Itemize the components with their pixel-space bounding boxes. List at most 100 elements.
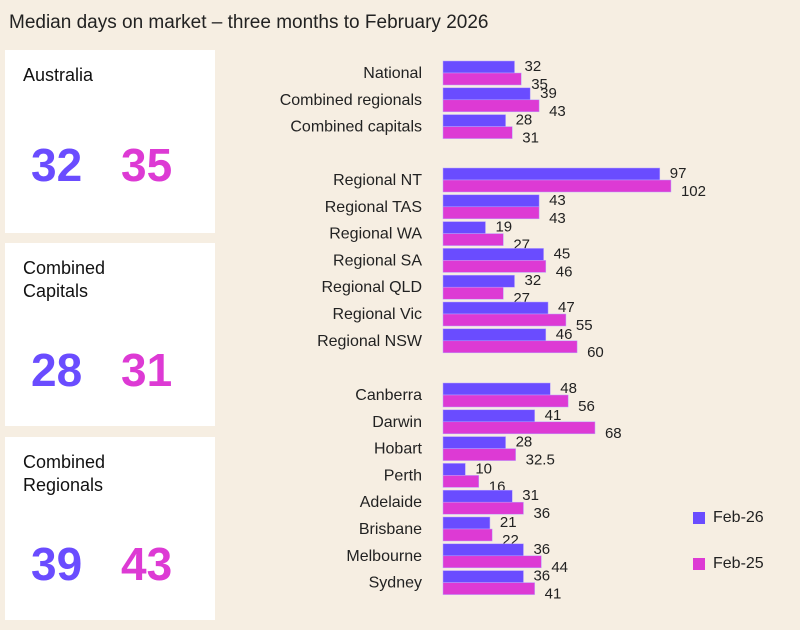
data-label: 56: [578, 398, 595, 415]
data-label: 32: [525, 272, 542, 289]
bar-feb26: [442, 463, 466, 476]
data-label: 46: [556, 326, 573, 343]
data-label: 28: [516, 434, 533, 451]
data-label: 36: [533, 505, 550, 522]
bar-feb26: [442, 328, 547, 342]
bar-feb26: [442, 274, 515, 288]
data-label: 39: [540, 85, 557, 102]
card-value-feb26: 28: [31, 344, 83, 396]
bar-feb26: [442, 436, 506, 449]
data-label: 32: [525, 58, 542, 75]
data-label: 60: [587, 344, 604, 361]
category-label: Regional NSW: [317, 333, 423, 350]
card-label: Australia: [23, 65, 94, 85]
bar-feb26: [442, 87, 531, 101]
bar-feb26: [442, 570, 524, 583]
bar-feb26: [442, 221, 486, 234]
bar-feb25: [442, 528, 493, 542]
card-value-feb26: 39: [31, 538, 83, 590]
category-label: Melbourne: [346, 548, 422, 565]
category-label: National: [363, 65, 422, 82]
card-label: Combined Capitals: [23, 258, 106, 301]
bar-feb26: [442, 248, 544, 261]
legend-item-feb26: Feb-26: [693, 509, 764, 527]
category-label: Regional TAS: [325, 199, 422, 216]
category-label: Perth: [384, 467, 422, 484]
category-label: Regional NT: [333, 172, 422, 189]
data-label: 46: [556, 263, 573, 280]
bar-feb25: [442, 448, 516, 461]
category-label: Regional WA: [329, 226, 422, 243]
data-label: 68: [605, 425, 622, 442]
category-label: Combined regionals: [280, 92, 422, 109]
summary-card-australia: Australia 32 35: [5, 50, 215, 233]
bar-feb25: [442, 72, 522, 86]
bar-feb25: [442, 340, 578, 354]
data-label: 97: [670, 165, 687, 182]
legend-label: Feb-25: [713, 555, 764, 572]
data-label: 36: [533, 541, 550, 558]
data-label: 32.5: [526, 452, 555, 469]
category-label: Sydney: [369, 575, 422, 592]
bar-feb26: [442, 301, 549, 315]
category-label: Brisbane: [359, 521, 422, 538]
card-value-feb26: 32: [31, 139, 83, 191]
card-value-feb25: 43: [121, 538, 173, 590]
category-label: Adelaide: [360, 494, 422, 511]
category-label: Regional QLD: [322, 279, 423, 296]
summary-card-combined-capitals: Combined Capitals 28 31: [5, 243, 215, 426]
category-label: Darwin: [372, 414, 422, 431]
bar-feb25: [442, 99, 540, 113]
data-label: 43: [549, 192, 566, 209]
category-label: Hobart: [374, 441, 423, 458]
bar-feb26: [442, 114, 506, 127]
bar-feb25: [442, 126, 513, 139]
category-label: Combined capitals: [290, 119, 422, 136]
data-label: 41: [545, 586, 562, 603]
card-value-feb25: 35: [121, 139, 173, 191]
data-label: 19: [495, 219, 512, 236]
data-label: 43: [549, 103, 566, 120]
bar-feb25: [442, 206, 540, 220]
bar-feb25: [442, 260, 547, 273]
data-label: 35: [531, 76, 548, 93]
bar-feb25: [442, 394, 569, 408]
bar-feb25: [442, 555, 542, 569]
bar-feb26: [442, 60, 515, 74]
bar-feb26: [442, 382, 551, 396]
summary-card-combined-regionals: Combined Regionals 39 43: [5, 437, 215, 620]
data-label: 31: [522, 487, 539, 504]
bar-feb25: [442, 313, 567, 327]
category-label: Regional Vic: [332, 306, 422, 323]
category-label: Regional SA: [333, 252, 422, 269]
bar-feb25: [442, 233, 504, 246]
bar-feb25: [442, 421, 596, 435]
data-label: 10: [475, 460, 492, 477]
bar-feb26: [442, 167, 661, 181]
data-label: 48: [560, 380, 577, 397]
bar-feb26: [442, 516, 491, 530]
data-label: 41: [545, 407, 562, 424]
bar-feb26: [442, 409, 535, 423]
chart-title: Median days on market – three months to …: [9, 12, 489, 33]
data-label: 44: [551, 559, 568, 576]
legend-label: Feb-26: [713, 509, 764, 526]
data-label: 28: [516, 112, 533, 129]
data-label: 45: [554, 245, 571, 262]
bar-feb25: [442, 179, 672, 193]
bar-feb25: [442, 286, 504, 300]
legend-swatch: [693, 558, 705, 570]
data-label: 31: [522, 130, 539, 147]
data-label: 102: [681, 183, 706, 200]
category-label: Canberra: [355, 387, 422, 404]
data-label: 55: [576, 317, 593, 334]
data-label: 36: [533, 568, 550, 585]
bar-feb26: [442, 543, 524, 557]
bar-feb25: [442, 475, 480, 488]
bar-feb26: [442, 489, 513, 503]
card-value-feb25: 31: [121, 344, 173, 396]
card-label: Combined Regionals: [23, 452, 106, 495]
bar-feb25: [442, 582, 535, 595]
data-label: 21: [500, 514, 517, 531]
